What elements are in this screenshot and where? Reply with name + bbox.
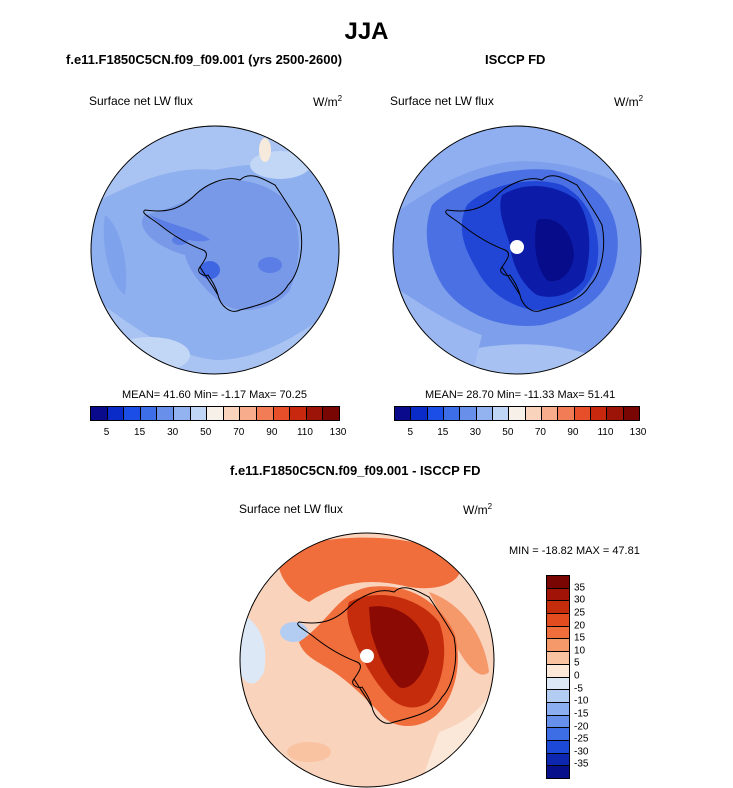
colorbar-swatch — [547, 753, 569, 767]
panel-left-heading: f.e11.F1850C5CN.f09_f09.001 (yrs 2500-26… — [66, 52, 343, 67]
colorbar-tick-label: 15 — [437, 427, 449, 438]
colorbar-swatch — [547, 715, 569, 729]
diff-units: W/m2 — [463, 502, 493, 517]
colorbar-tick-label: -10 — [574, 695, 589, 707]
map-right — [392, 125, 642, 375]
colorbar-tick-label: -30 — [574, 746, 589, 758]
colorbar-tick-label: 35 — [574, 582, 586, 594]
colorbar-swatch — [140, 407, 158, 420]
colorbar-tick-label: 50 — [502, 427, 514, 438]
colorbar-swatch — [157, 407, 174, 420]
colorbar-tick-label: 5 — [407, 427, 414, 438]
colorbar-swatch — [107, 407, 125, 420]
colorbar-swatch — [547, 576, 569, 589]
colorbar-right-ticks: 5 15 30 50 70 90 110 130 — [394, 427, 646, 441]
colorbar-tick-label: 5 — [103, 427, 110, 438]
colorbar-tick-label: 130 — [629, 427, 647, 438]
colorbar-tick-label: -5 — [574, 683, 583, 695]
colorbar-swatch — [547, 664, 569, 678]
colorbar-swatch — [323, 407, 339, 420]
colorbar-swatch — [547, 652, 569, 665]
colorbar-tick-label: 30 — [167, 427, 179, 438]
colorbar-swatch — [476, 407, 493, 420]
colorbar-swatch — [623, 407, 639, 420]
colorbar-swatch — [207, 407, 224, 420]
colorbar-swatch — [547, 601, 569, 615]
colorbar-swatch — [547, 690, 569, 703]
colorbar-swatch — [547, 639, 569, 653]
figure-title: JJA — [344, 18, 389, 45]
colorbar-swatch — [124, 407, 141, 420]
colorbar-tick-label: -20 — [574, 721, 589, 732]
colorbar-left-ticks: 5 15 30 50 70 90 110 130 — [90, 427, 347, 441]
colorbar-swatch — [411, 407, 428, 420]
colorbar-tick-label: 0 — [574, 670, 580, 682]
map-left — [90, 125, 340, 375]
colorbar-tick-label: 30 — [574, 594, 586, 606]
colorbar-swatch — [395, 407, 412, 420]
colorbar-swatch — [240, 407, 257, 420]
colorbar-swatch — [547, 677, 569, 691]
panel-right-stats: MEAN= 28.70 Min= -11.33 Max= 51.41 — [425, 389, 616, 401]
colorbar-tick-label: 70 — [233, 427, 245, 438]
colorbar-swatch — [547, 702, 569, 716]
colorbar-tick-label: -15 — [574, 708, 589, 720]
colorbar-tick-label: 110 — [296, 427, 313, 438]
colorbar-swatch — [541, 407, 559, 420]
colorbar-swatch — [547, 614, 569, 627]
panel-right-heading: ISCCP FD — [485, 52, 546, 67]
colorbar-tick-label: -25 — [574, 733, 589, 745]
colorbar-tick-label: 110 — [597, 427, 614, 438]
diff-stats: MIN = -18.82 MAX = 47.81 — [509, 545, 640, 557]
colorbar-swatch — [492, 407, 510, 420]
colorbar-tick-label: 25 — [574, 607, 586, 619]
colorbar-diff-ticks: 35 30 25 20 15 10 5 0 -5 -10 -15 -20 -25 -30 -35 — [574, 575, 604, 777]
colorbar-swatch — [460, 407, 477, 420]
colorbar-tick-label: 15 — [574, 632, 586, 644]
colorbar-tick-label: 10 — [574, 645, 586, 657]
panel-left-variable: Surface net LW flux — [89, 94, 193, 108]
colorbar-tick-label: 50 — [200, 427, 212, 438]
panel-left-stats: MEAN= 41.60 Min= -1.17 Max= 70.25 — [122, 389, 307, 401]
colorbar-swatch — [306, 407, 324, 420]
colorbar-left — [90, 406, 340, 421]
colorbar-swatch — [547, 626, 569, 640]
diff-variable: Surface net LW flux — [239, 502, 343, 516]
colorbar-swatch — [574, 407, 591, 420]
colorbar-tick-label: 130 — [329, 427, 347, 438]
colorbar-diff — [546, 575, 570, 779]
colorbar-swatch — [173, 407, 191, 420]
colorbar-swatch — [558, 407, 575, 420]
colorbar-swatch — [443, 407, 461, 420]
colorbar-tick-label: 90 — [266, 427, 278, 438]
colorbar-tick-label: -35 — [574, 758, 589, 770]
panel-right-variable: Surface net LW flux — [390, 94, 494, 108]
colorbar-swatch — [590, 407, 608, 420]
colorbar-swatch — [509, 407, 526, 420]
colorbar-swatch — [273, 407, 291, 420]
colorbar-tick-label: 20 — [574, 620, 586, 631]
map-diff — [239, 532, 495, 788]
colorbar-swatch — [547, 766, 569, 778]
colorbar-tick-label: 30 — [469, 427, 481, 438]
colorbar-swatch — [547, 728, 569, 741]
colorbar-swatch — [427, 407, 444, 420]
panel-right-units: W/m2 — [614, 94, 644, 109]
colorbar-right — [394, 406, 640, 421]
colorbar-swatch — [223, 407, 241, 420]
colorbar-swatch — [290, 407, 307, 420]
colorbar-swatch — [91, 407, 108, 420]
colorbar-tick-label: 90 — [567, 427, 579, 438]
diff-heading: f.e11.F1850C5CN.f09_f09.001 - ISCCP FD — [230, 463, 481, 478]
colorbar-swatch — [547, 588, 569, 602]
colorbar-tick-label: 70 — [534, 427, 546, 438]
colorbar-swatch — [256, 407, 274, 420]
colorbar-tick-label: 15 — [134, 427, 146, 438]
colorbar-swatch — [607, 407, 624, 420]
colorbar-tick-label: 5 — [574, 657, 580, 669]
panel-left-units: W/m2 — [313, 94, 343, 109]
colorbar-swatch — [525, 407, 542, 420]
colorbar-swatch — [190, 407, 208, 420]
colorbar-swatch — [547, 740, 569, 754]
